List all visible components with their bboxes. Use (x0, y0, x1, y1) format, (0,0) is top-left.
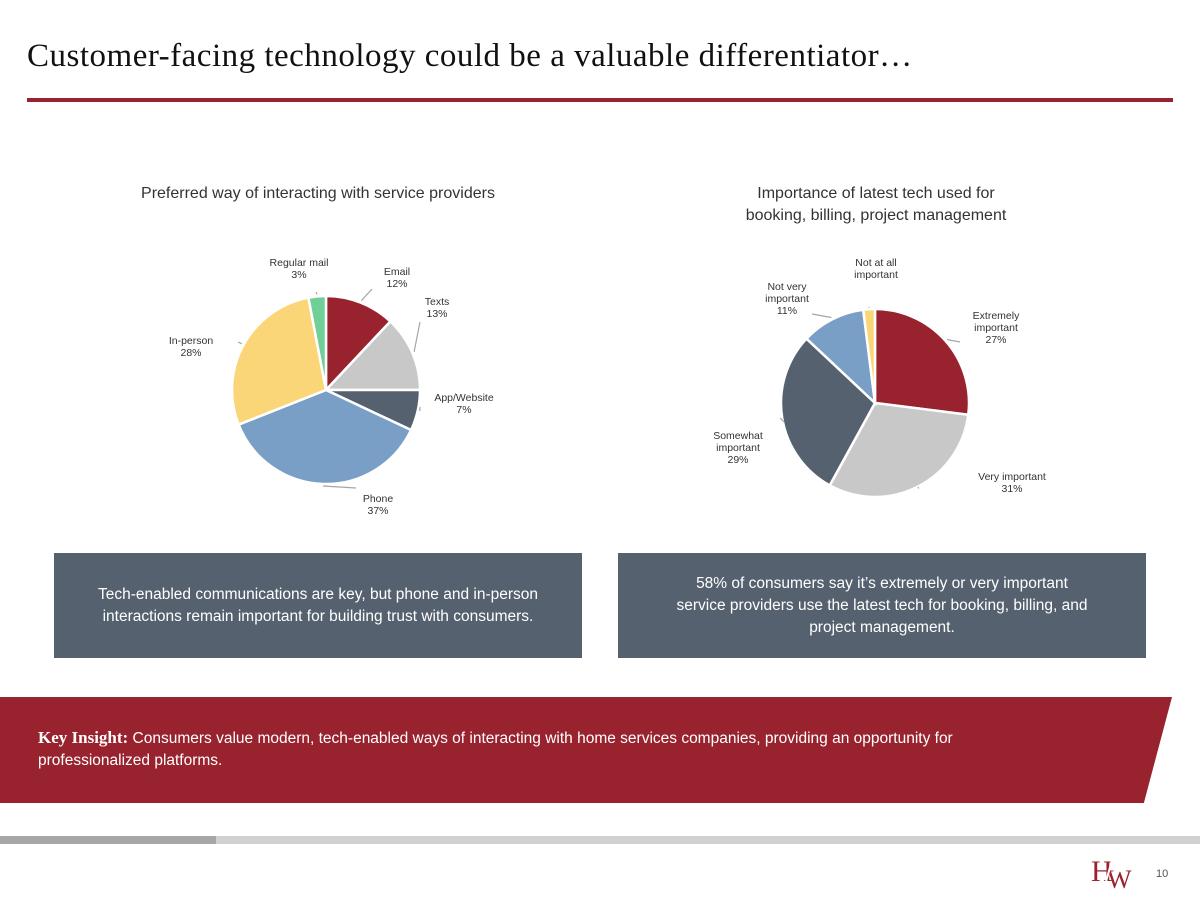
key-insight-text: Key Insight: Consumers value modern, tec… (38, 727, 1058, 772)
callout-right-text: 58% of consumers say it’s extremely or v… (676, 574, 1088, 636)
pie1-slice-in-person-label: In-person 28% (169, 335, 214, 359)
pie2-slice-extremely-important-leader (946, 338, 961, 343)
key-insight-body: Consumers value modern, tech-enabled way… (38, 730, 953, 769)
footer-bar-light (216, 836, 1200, 844)
pie2-slice-extremely-important (873, 307, 971, 417)
pie1-slice-regular-mail-leader (315, 291, 318, 295)
pie2-slice-not-at-all-important-label: Not at all important (854, 257, 898, 281)
pie2-slice-somewhat-important-leader (779, 417, 785, 423)
company-logo: H W (1091, 855, 1132, 890)
chart-title-tech-importance: Importance of latest tech used for booki… (745, 185, 1007, 224)
pie1-slice-phone (236, 388, 413, 486)
pie1-slice-texts-label: Texts 13% (425, 296, 450, 320)
pie1-slice-email (324, 294, 393, 394)
pie2-slice-not-at-all-important (861, 307, 877, 404)
pie1-slice-regular-mail (306, 294, 328, 391)
key-insight-label: Key Insight: (38, 728, 129, 747)
pie2-slice-somewhat-important (779, 336, 877, 488)
pie1-slice-in-person-leader (237, 341, 243, 345)
pie1-slice-phone-label: Phone 37% (363, 493, 394, 517)
pie1-slice-phone-leader (322, 485, 357, 489)
pie2-slice-very-important-label: Very important 31% (978, 471, 1046, 495)
pie-charts: Email 12% Texts 13% App/Website 7% Phone 37% In-… (169, 257, 1046, 517)
title-divider (27, 98, 1173, 102)
chart-title-preferred-interaction: Preferred way of interacting with servic… (141, 185, 495, 202)
pie2-slice-very-important-leader (917, 486, 920, 489)
pie2-slice-not-very-important (804, 308, 877, 407)
callout-left: Tech-enabled communications are key, but… (54, 553, 582, 658)
key-insight-banner (0, 697, 1172, 803)
pie2-slice-not-very-important-leader (811, 313, 832, 319)
pie2-slice-very-important (828, 401, 970, 499)
footer-bar-dark (0, 836, 216, 844)
slide-title: Customer-facing technology could be a va… (27, 38, 913, 74)
pie1-slice-email-leader (360, 288, 373, 302)
logo-letter-w: W (1107, 865, 1132, 890)
pie1-slice-regular-mail-label: Regular mail 3% (270, 257, 329, 281)
pie1-slice-email-label: Email 12% (384, 266, 410, 290)
pie1-slice-texts (323, 319, 422, 392)
pie1-slice-in-person (230, 296, 328, 427)
pie2-slice-not-very-important-label: Not very important 11% (765, 281, 809, 317)
page-number: 10 (1156, 868, 1169, 880)
pie2-slice-extremely-important-label: Extremely important 27% (973, 310, 1020, 346)
callout-left-text: Tech-enabled communications are key, but… (97, 585, 538, 625)
pie2-slice-somewhat-important-label: Somewhat important 29% (713, 430, 763, 466)
pie1-slice-app-website-label: App/Website 7% (434, 392, 493, 416)
pie1-slice-texts-leader (413, 321, 421, 353)
callout-right: 58% of consumers say it’s extremely or v… (618, 553, 1146, 658)
